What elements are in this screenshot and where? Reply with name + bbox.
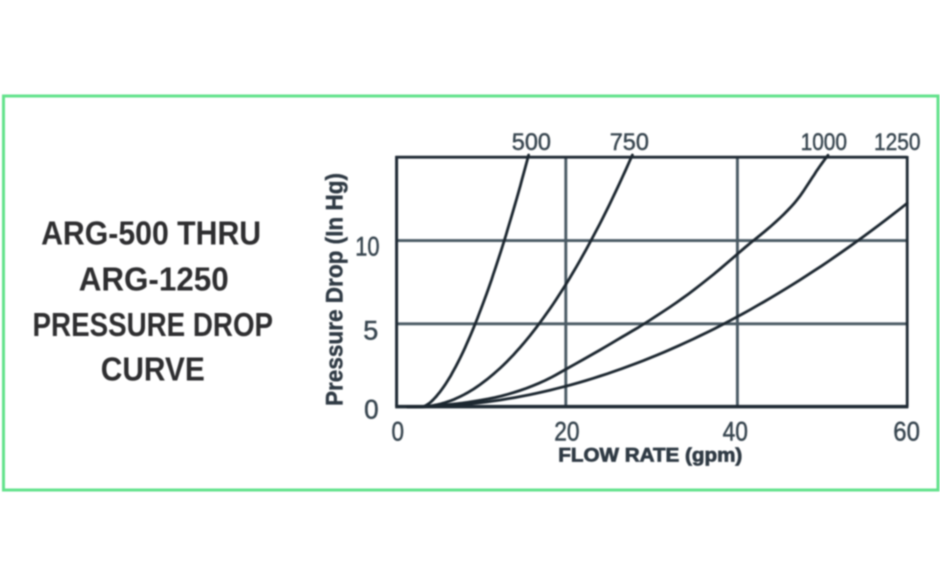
svg-text:750: 750 <box>610 129 649 156</box>
svg-text:ARG-500 THRU: ARG-500 THRU <box>41 214 261 251</box>
svg-text:60: 60 <box>893 417 920 447</box>
svg-text:10: 10 <box>355 232 379 262</box>
svg-text:ARG-1250: ARG-1250 <box>79 260 229 297</box>
svg-text:Pressure Drop (In Hg): Pressure Drop (In Hg) <box>322 173 349 406</box>
svg-text:PRESSURE DROP: PRESSURE DROP <box>33 306 274 343</box>
svg-text:500: 500 <box>512 129 551 156</box>
svg-text:1000: 1000 <box>801 129 847 156</box>
svg-text:5: 5 <box>363 316 378 346</box>
svg-text:FLOW RATE (gpm): FLOW RATE (gpm) <box>558 446 742 467</box>
svg-text:20: 20 <box>554 417 579 447</box>
svg-text:CURVE: CURVE <box>101 351 205 388</box>
svg-text:40: 40 <box>723 417 748 447</box>
svg-text:1250: 1250 <box>874 129 921 156</box>
svg-text:0: 0 <box>392 417 405 447</box>
svg-text:0: 0 <box>364 395 379 425</box>
